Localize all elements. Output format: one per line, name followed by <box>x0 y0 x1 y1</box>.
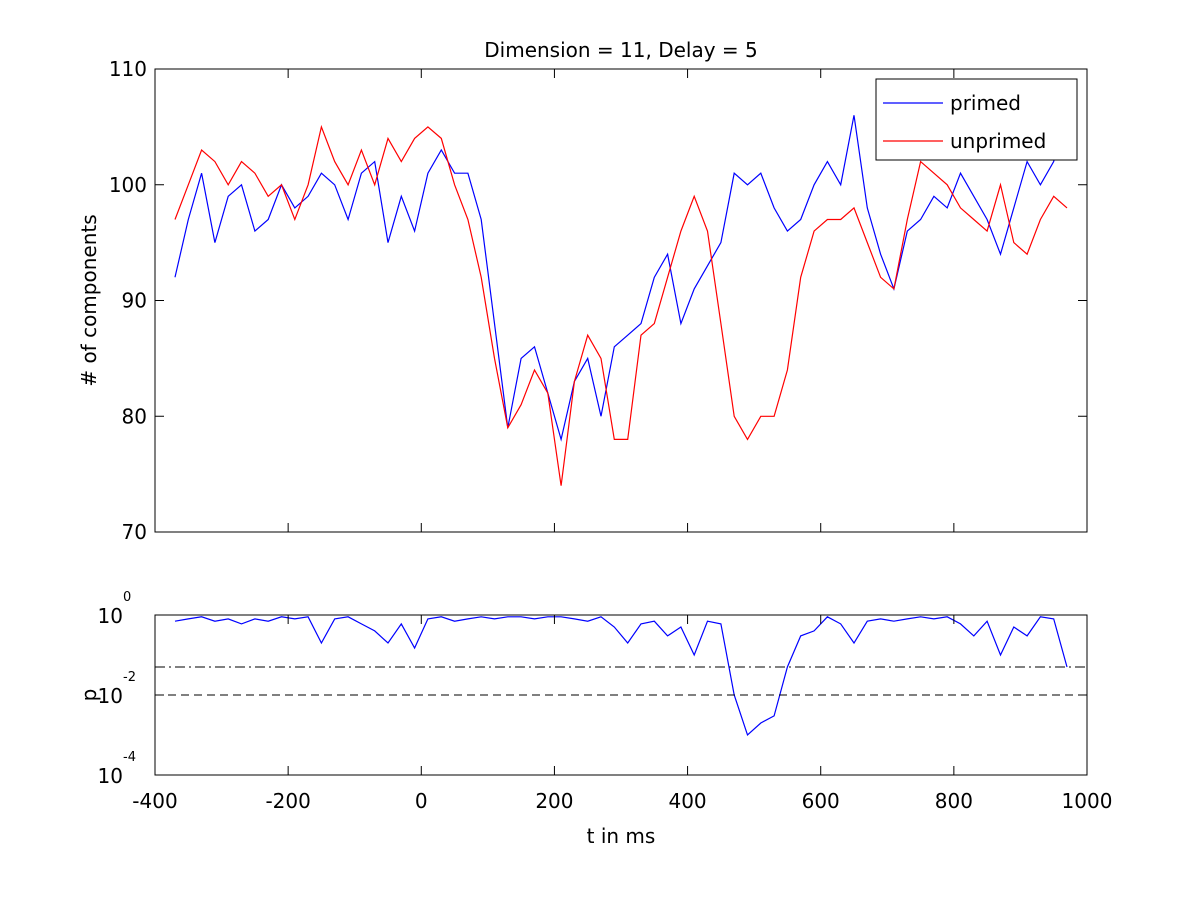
x-tick-label: 200 <box>535 789 573 813</box>
x-tick-label: 400 <box>668 789 706 813</box>
y-tick-exponent: -2 <box>123 670 136 685</box>
x-tick-label: 1000 <box>1062 789 1113 813</box>
y-tick-label: 80 <box>122 404 147 428</box>
y-axis-label: # of components <box>77 214 101 386</box>
y-axis-label: p <box>77 689 101 702</box>
data-line <box>174 92 1068 442</box>
y-tick-label: 10 <box>98 604 123 628</box>
x-tick-label: -400 <box>132 789 177 813</box>
legend-label: primed <box>950 91 1021 115</box>
data-line <box>174 616 1068 737</box>
y-tick-exponent: 0 <box>123 590 131 605</box>
y-tick-label: 10 <box>98 764 123 788</box>
x-tick-label: -200 <box>265 789 310 813</box>
legend-label: unprimed <box>950 129 1046 153</box>
x-tick-label: 600 <box>802 789 840 813</box>
data-line <box>174 124 1068 486</box>
y-tick-label: 70 <box>122 520 147 544</box>
x-tick-label: 0 <box>415 789 428 813</box>
y-tick-exponent: -4 <box>123 750 136 765</box>
x-tick-label: 800 <box>935 789 973 813</box>
x-axis-label: t in ms <box>587 824 656 848</box>
y-tick-label: 100 <box>109 173 147 197</box>
chart-title: Dimension = 11, Delay = 5 <box>484 38 758 62</box>
legend-box <box>875 78 1078 161</box>
y-tick-label: 10 <box>98 684 123 708</box>
y-tick-label: 90 <box>122 289 147 313</box>
y-tick-label: 110 <box>109 57 147 81</box>
